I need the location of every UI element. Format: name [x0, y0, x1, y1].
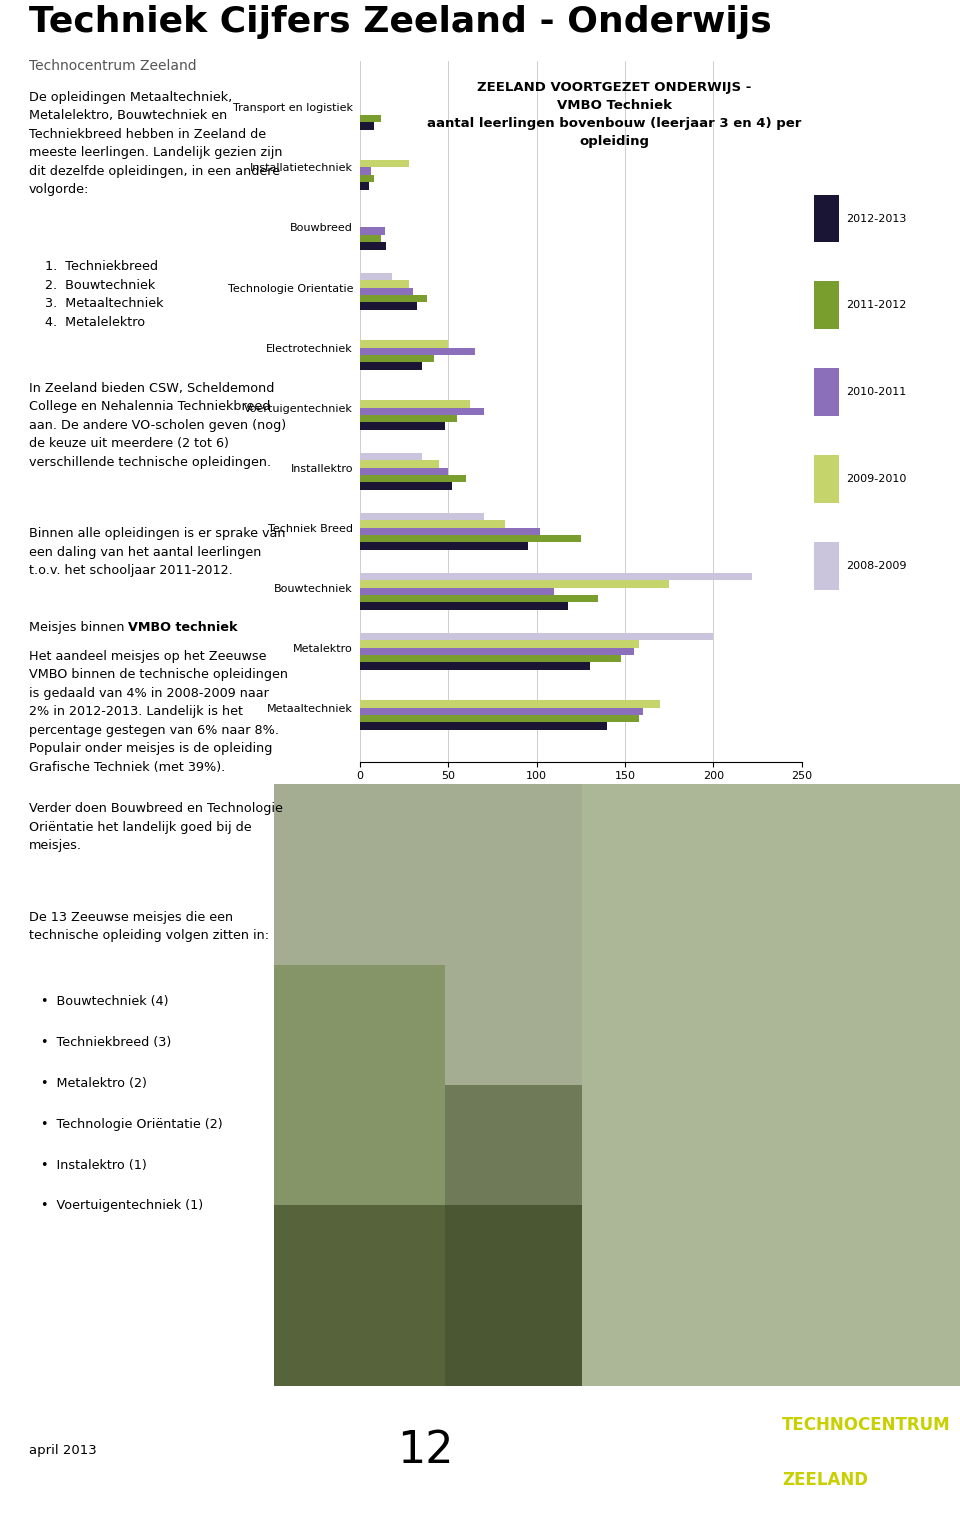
Text: 2009-2010: 2009-2010 [846, 474, 906, 484]
FancyBboxPatch shape [814, 369, 839, 416]
Bar [360, 235, 381, 242]
Text: 2010-2011: 2010-2011 [846, 387, 906, 398]
Text: 2011-2012: 2011-2012 [846, 300, 906, 311]
FancyBboxPatch shape [814, 195, 839, 242]
Text: Techniek Cijfers Zeeland - Onderwijs: Techniek Cijfers Zeeland - Onderwijs [29, 5, 772, 38]
Bar [360, 483, 452, 489]
Bar [360, 422, 444, 429]
Text: •  Technologie Oriëntatie (2): • Technologie Oriëntatie (2) [40, 1118, 222, 1130]
Text: VMBO techniek: VMBO techniek [129, 621, 238, 634]
Text: •  Instalektro (1): • Instalektro (1) [40, 1159, 146, 1171]
Bar [360, 595, 598, 602]
Text: •  Techniekbreed (3): • Techniekbreed (3) [40, 1036, 171, 1049]
Bar [360, 714, 639, 722]
Bar [360, 701, 660, 708]
Text: 2012-2013: 2012-2013 [846, 213, 906, 224]
FancyBboxPatch shape [814, 282, 839, 329]
Text: Binnen alle opleidingen is er sprake van
een daling van het aantal leerlingen
t.: Binnen alle opleidingen is er sprake van… [29, 527, 285, 577]
Bar [360, 602, 568, 609]
Bar [360, 280, 410, 288]
Text: 12: 12 [397, 1429, 454, 1473]
Bar [360, 460, 440, 468]
Text: 2008-2009: 2008-2009 [846, 560, 906, 571]
Bar [274, 966, 445, 1386]
Bar [360, 295, 427, 302]
Bar [360, 288, 413, 295]
Bar [360, 175, 374, 183]
Text: Technocentrum Zeeland: Technocentrum Zeeland [29, 59, 197, 73]
Text: Meisjes binnen: Meisjes binnen [29, 621, 129, 634]
Bar [360, 114, 381, 122]
Bar [360, 168, 371, 175]
Bar [360, 708, 642, 714]
Bar [360, 722, 608, 730]
Text: •  Voertuigentechniek (1): • Voertuigentechniek (1) [40, 1200, 203, 1212]
FancyBboxPatch shape [814, 455, 839, 503]
Text: •  Metalektro (2): • Metalektro (2) [40, 1077, 147, 1090]
Text: •  Bouwtechniek (4): • Bouwtechniek (4) [40, 995, 168, 1008]
Bar [360, 227, 385, 235]
Bar [360, 527, 540, 535]
Text: Verder doen Bouwbreed en Technologie
Oriëntatie het landelijk goed bij de
meisje: Verder doen Bouwbreed en Technologie Ori… [29, 803, 282, 853]
Text: De opleidingen Metaaltechniek,
Metalelektro, Bouwtechniek en
Techniekbreed hebbe: De opleidingen Metaaltechniek, Metalelek… [29, 91, 282, 196]
Bar [360, 542, 528, 550]
Text: april 2013: april 2013 [29, 1444, 97, 1458]
Bar [360, 663, 589, 670]
Bar [360, 355, 434, 362]
Bar [360, 452, 421, 460]
Bar [360, 647, 634, 655]
Bar [360, 535, 581, 542]
Text: 1.  Techniekbreed
    2.  Bouwtechniek
    3.  Metaaltechniek
    4.  Metalelekt: 1. Techniekbreed 2. Bouwtechniek 3. Meta… [29, 260, 163, 329]
Bar [274, 784, 583, 1386]
Bar [360, 513, 484, 521]
Bar [360, 475, 466, 483]
Bar [360, 340, 448, 347]
Text: TECHNOCENTRUM: TECHNOCENTRUM [781, 1416, 950, 1435]
Bar [360, 408, 484, 414]
FancyBboxPatch shape [814, 542, 839, 589]
Bar [360, 122, 374, 129]
Bar [360, 273, 392, 280]
Bar [360, 640, 639, 647]
Text: ZEELAND VOORTGEZET ONDERWIJS -
VMBO Techniek
aantal leerlingen bovenbouw (leerja: ZEELAND VOORTGEZET ONDERWIJS - VMBO Tech… [427, 81, 802, 148]
Bar [445, 1084, 583, 1386]
Bar [360, 160, 410, 168]
Bar [274, 1206, 583, 1386]
Text: ZEELAND: ZEELAND [781, 1471, 868, 1489]
Bar [360, 347, 475, 355]
Bar [583, 784, 960, 1386]
Bar [360, 573, 752, 580]
Text: In Zeeland bieden CSW, Scheldemond
College en Nehalennia Techniekbreed
aan. De a: In Zeeland bieden CSW, Scheldemond Colle… [29, 382, 286, 469]
Bar [360, 655, 621, 663]
Bar [360, 401, 469, 408]
Text: Het aandeel meisjes op het Zeeuwse
VMBO binnen de technische opleidingen
is geda: Het aandeel meisjes op het Zeeuwse VMBO … [29, 650, 288, 774]
Bar [360, 362, 421, 370]
Text: De 13 Zeeuwse meisjes die een
technische opleiding volgen zitten in:: De 13 Zeeuwse meisjes die een technische… [29, 911, 269, 943]
Bar [360, 521, 505, 527]
Bar [360, 634, 713, 640]
Bar [360, 302, 417, 309]
Bar [360, 588, 554, 595]
Bar [360, 468, 448, 475]
Bar [360, 242, 387, 250]
Bar [360, 414, 457, 422]
Bar [360, 183, 369, 189]
Bar [360, 580, 669, 588]
